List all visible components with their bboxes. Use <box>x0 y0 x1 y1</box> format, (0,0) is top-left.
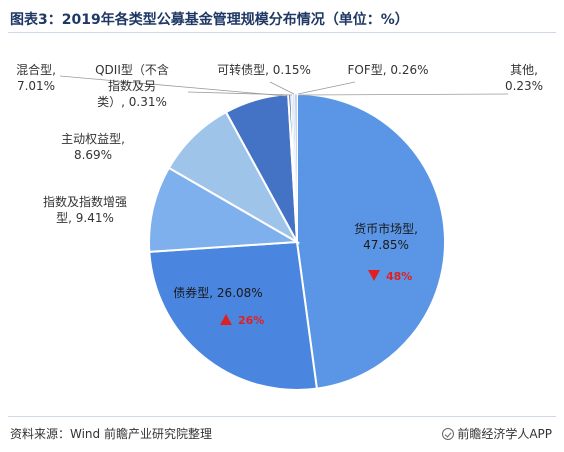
change-value: 48% <box>386 270 412 283</box>
footer-divider <box>8 416 556 417</box>
slice-label-其他: 其他, 0.23% <box>505 63 543 93</box>
brand-name: 前瞻经济学人APP <box>457 427 552 441</box>
change-indicator-货币市场型: 48% <box>368 270 412 283</box>
leader-line-混合型 <box>59 75 287 97</box>
pie-chart: 货币市场型, 47.85% 48% 债券型, 26.08% 26% 指数及指数增强型, 9… <box>16 62 543 392</box>
source-note: 资料来源：Wind 前瞻产业研究院整理 <box>10 427 212 441</box>
pie-slice-货币市场型 <box>296 92 447 390</box>
up-triangle-icon <box>220 314 232 325</box>
leader-line-fof型 <box>297 81 356 95</box>
title-divider <box>8 32 556 33</box>
brand-mark: 前瞻经济学人APP <box>442 425 552 442</box>
change-value: 26% <box>238 314 264 327</box>
chart-title: 图表3：2019年各类型公募基金管理规模分布情况（单位：%） <box>10 12 409 28</box>
slice-label-债券型: 债券型, 26.08% <box>173 285 262 300</box>
leader-line-可转债型 <box>269 81 295 95</box>
pie-slice-其他 <box>294 93 298 243</box>
pie-slice-指数及指数增强型 <box>148 166 301 253</box>
brand-logo-icon <box>442 427 455 440</box>
slice-label-qdii型不含指数及另类: QDII型（不含指数及另类）, 0.31% <box>95 62 169 109</box>
slice-label-fof型: FOF型, 0.26% <box>347 63 428 77</box>
slice-label-指数及指数增强型: 指数及指数增强型, 9.41% <box>43 194 127 225</box>
leader-line-其他 <box>298 93 509 96</box>
slice-label-混合型: 混合型, 7.01% <box>16 62 56 93</box>
pie-slice-债券型 <box>148 240 319 392</box>
slice-label-可转债型: 可转债型, 0.15% <box>217 62 311 77</box>
down-triangle-icon <box>368 270 380 281</box>
slice-label-主动权益型: 主动权益型, 8.69% <box>61 132 125 162</box>
change-indicator-债券型: 26% <box>220 314 264 327</box>
slice-label-货币市场型: 货币市场型, 47.85% <box>354 221 418 252</box>
leader-line-qdii型不含指数及另类 <box>187 91 293 96</box>
